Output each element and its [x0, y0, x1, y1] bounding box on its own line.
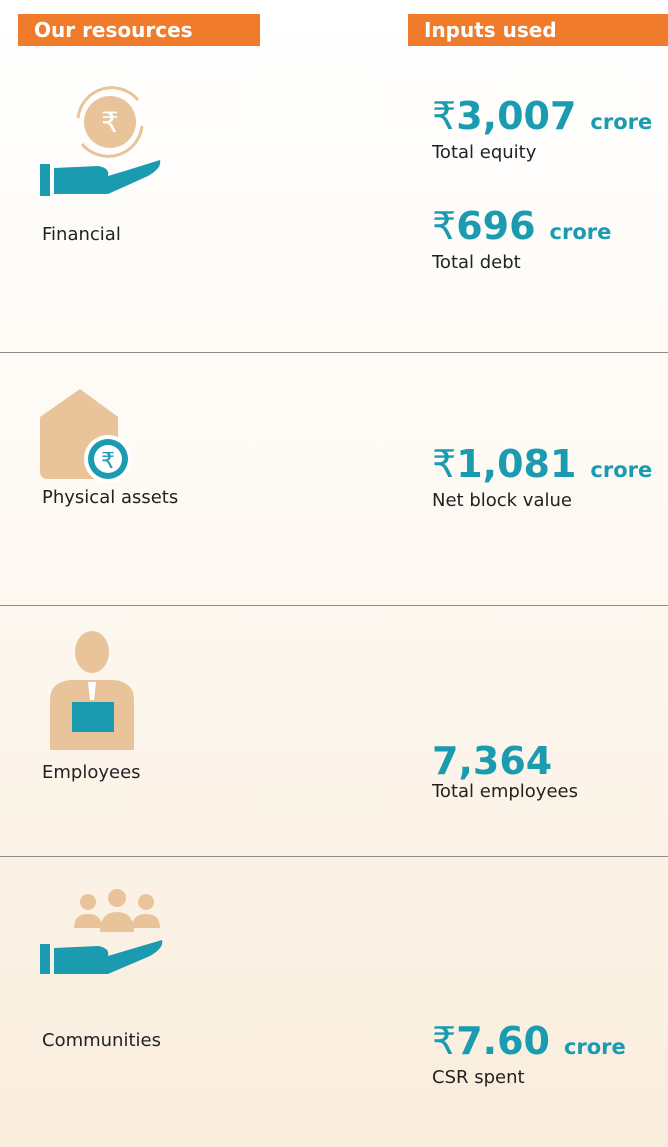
value: 7,364 — [432, 741, 578, 781]
text: crore — [590, 110, 653, 134]
text: 7.60 — [456, 1019, 550, 1063]
text: ₹ — [432, 442, 457, 486]
input-item: ₹3,007 crore Total equity — [432, 96, 652, 164]
text: 696 — [456, 204, 536, 248]
row-label: Physical assets — [42, 487, 179, 508]
input-item: 7,364 Total employees — [432, 741, 578, 803]
caption: Total equity — [432, 142, 537, 163]
text: ₹ — [432, 94, 457, 138]
caption: Net block value — [432, 490, 572, 511]
text: crore — [590, 458, 653, 482]
input-item: ₹7.60 crore CSR spent — [432, 1021, 626, 1089]
caption: Total employees — [432, 781, 578, 802]
text: 3,007 — [456, 94, 577, 138]
input-item: ₹696 crore Total debt — [432, 206, 611, 274]
separator — [0, 856, 668, 857]
text: crore — [563, 1035, 626, 1059]
row-label: Employees — [42, 762, 141, 783]
text: ₹ — [432, 204, 457, 248]
text: 7,364 — [432, 739, 553, 783]
row-label: Financial — [42, 224, 121, 245]
text: 1,081 — [456, 442, 577, 486]
text: ₹ — [432, 1019, 457, 1063]
value: ₹7.60 crore — [432, 1021, 626, 1067]
separator — [0, 605, 668, 606]
input-item: ₹1,081 crore Net block value — [432, 444, 652, 512]
value: ₹3,007 crore — [432, 96, 652, 142]
svg-text:₹: ₹ — [101, 449, 115, 474]
caption: CSR spent — [432, 1067, 525, 1088]
header-left: Our resources — [18, 14, 260, 46]
separator — [0, 352, 668, 353]
header-right: Inputs used — [408, 14, 668, 46]
communities-icon — [40, 889, 163, 974]
financial-icon: ₹ — [40, 86, 161, 196]
text: crore — [549, 220, 612, 244]
value: ₹1,081 crore — [432, 444, 652, 490]
svg-text:₹: ₹ — [101, 106, 119, 139]
value: ₹696 crore — [432, 206, 611, 252]
row-label: Communities — [42, 1030, 161, 1051]
employees-icon — [50, 631, 134, 750]
caption: Total debt — [432, 252, 521, 273]
physical-icon: ₹ — [40, 389, 132, 483]
